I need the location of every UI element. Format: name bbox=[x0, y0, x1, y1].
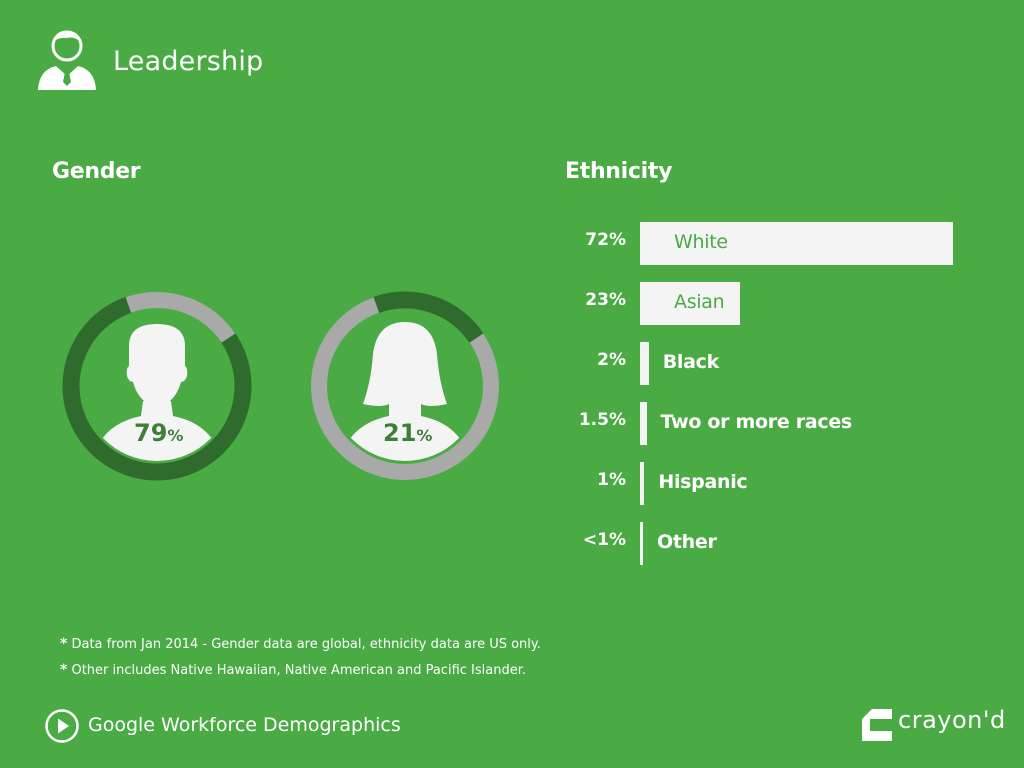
ethnicity-category-label: Black bbox=[662, 351, 720, 373]
ethnicity-bar bbox=[640, 402, 647, 445]
ethnicity-bar bbox=[640, 462, 645, 505]
female-donut-chart bbox=[311, 291, 499, 480]
crayond-logo-icon bbox=[862, 709, 892, 741]
female-silhouette-icon bbox=[339, 322, 471, 461]
ethnicity-value-label: 2% bbox=[597, 350, 626, 370]
ethnicity-bar bbox=[640, 222, 953, 265]
ethnicity-category-label: Two or more races bbox=[660, 411, 853, 433]
gender-chart-title: Gender bbox=[52, 159, 141, 184]
male-percentage-label: 79% bbox=[134, 419, 184, 447]
ethnicity-value-label: 23% bbox=[585, 290, 626, 310]
male-silhouette-icon bbox=[91, 324, 223, 461]
ethnicity-category-label: White bbox=[674, 231, 728, 253]
ethnicity-chart-title: Ethnicity bbox=[565, 159, 673, 184]
ethnicity-bar bbox=[640, 522, 643, 565]
footnote: * Data from Jan 2014 - Gender data are g… bbox=[60, 636, 541, 652]
ethnicity-bar bbox=[640, 342, 649, 385]
footnote: * Other includes Native Hawaiian, Native… bbox=[60, 662, 526, 678]
page-title: Leadership bbox=[113, 46, 264, 77]
female-ring-arc bbox=[373, 291, 484, 344]
footer-title: Google Workforce Demographics bbox=[88, 714, 401, 736]
ethnicity-value-label: <1% bbox=[582, 530, 626, 550]
male-donut-chart bbox=[62, 292, 252, 481]
businessman-icon bbox=[38, 30, 96, 90]
ethnicity-category-label: Hispanic bbox=[658, 471, 748, 493]
ethnicity-category-label: Other bbox=[657, 531, 717, 553]
play-icon[interactable] bbox=[44, 708, 80, 744]
ethnicity-value-label: 72% bbox=[585, 230, 626, 250]
brand-name: crayon'd bbox=[898, 706, 1006, 734]
ethnicity-category-label: Asian bbox=[674, 291, 725, 313]
male-ring-arc bbox=[62, 296, 252, 481]
female-percentage-label: 21% bbox=[383, 419, 433, 447]
ethnicity-value-label: 1.5% bbox=[578, 410, 626, 430]
ethnicity-value-label: 1% bbox=[597, 470, 626, 490]
ethnicity-bar bbox=[640, 282, 740, 325]
